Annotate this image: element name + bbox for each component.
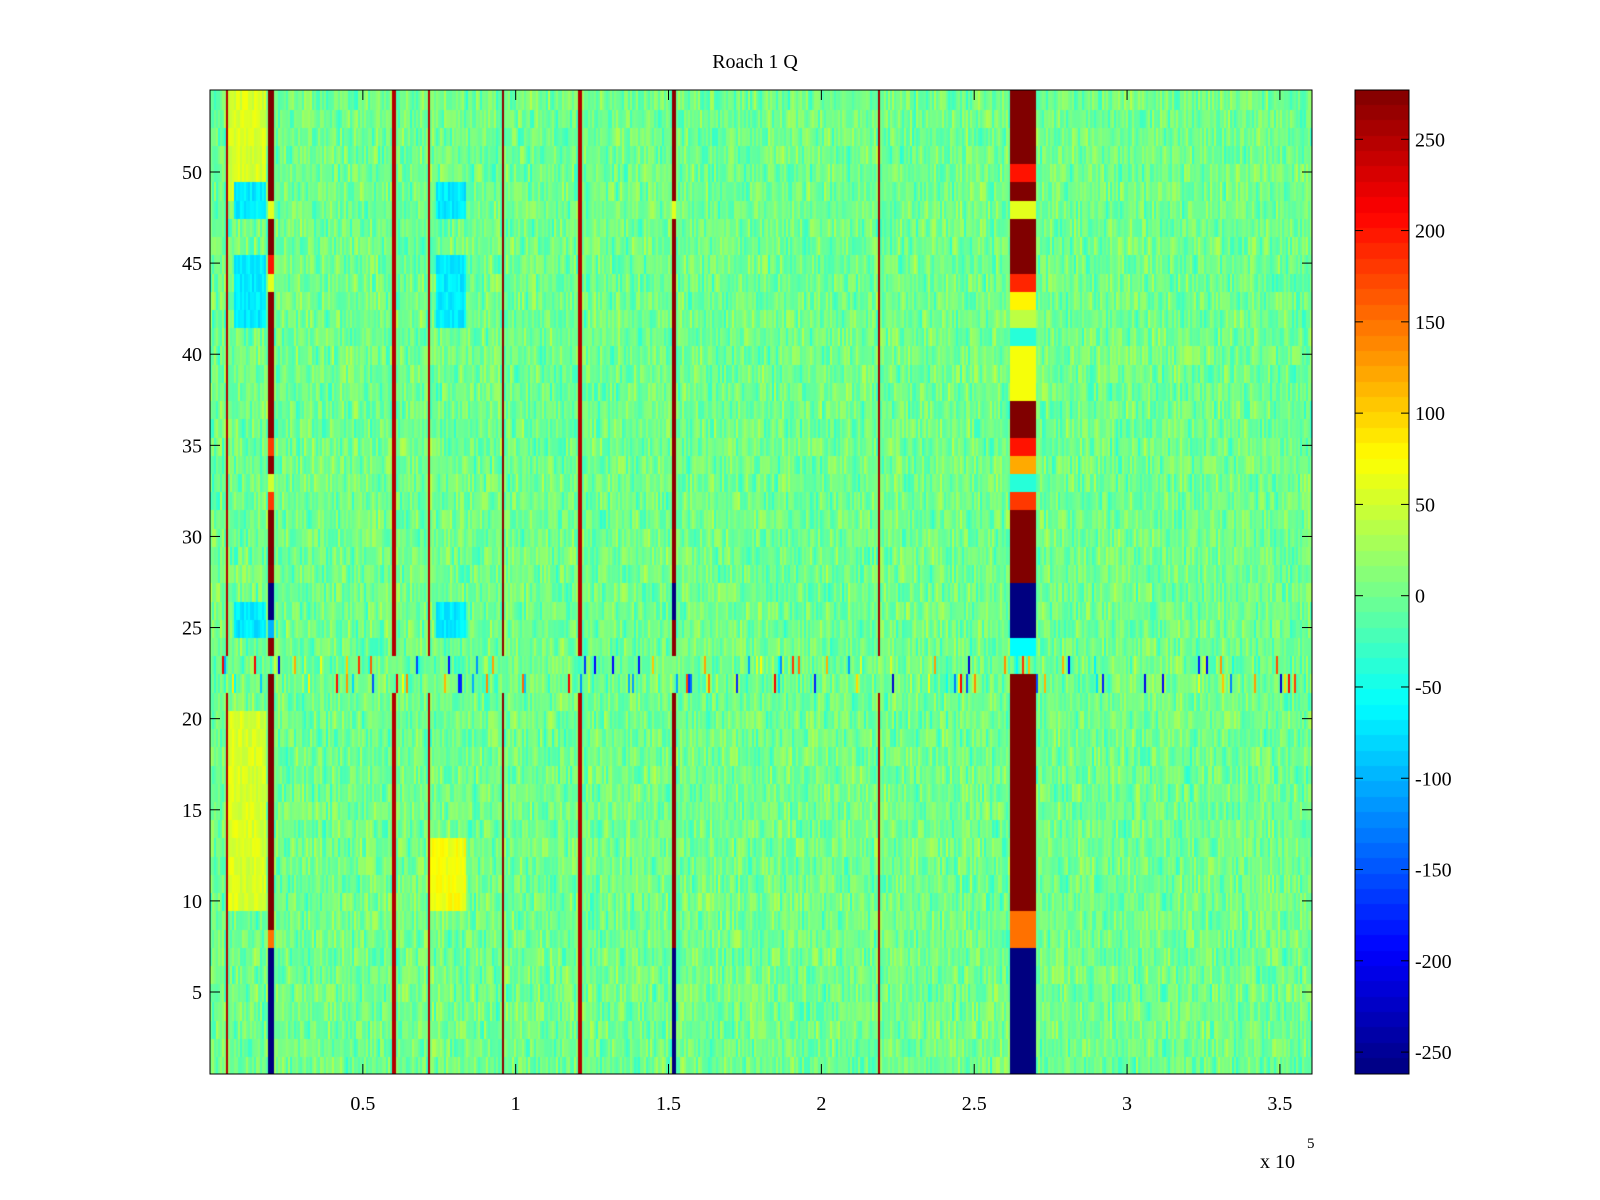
x-tick-label: 3 — [1122, 1093, 1132, 1115]
heatmap-image — [210, 90, 1312, 1074]
x-axis: 0.5 1 1.5 2 2.5 3 3.5 — [350, 90, 1292, 1115]
y-axis: 5 10 15 20 25 30 35 40 45 50 — [182, 162, 1312, 1004]
y-tick-label: 25 — [182, 618, 202, 640]
colorbar-tick-label: -150 — [1415, 860, 1452, 882]
colorbar-tick-label: 50 — [1415, 494, 1435, 516]
chart-title: Roach 1 Q — [712, 51, 798, 73]
colorbar-axis: 250 200 150 100 50 0 -50 -100 -150 -200 -250 — [1355, 129, 1452, 1064]
y-tick-label: 20 — [182, 709, 202, 731]
y-tick-label: 50 — [182, 162, 202, 184]
y-tick-label: 40 — [182, 344, 202, 366]
y-tick-label: 45 — [182, 253, 202, 275]
colorbar-tick-label: 0 — [1415, 586, 1425, 608]
x-exponent-label: x 10 — [1260, 1151, 1295, 1173]
x-tick-label: 3.5 — [1267, 1093, 1292, 1115]
x-exponent-power: 5 — [1307, 1136, 1315, 1152]
colorbar-tick-label: -250 — [1415, 1042, 1452, 1064]
x-tick-label: 1.5 — [656, 1093, 681, 1115]
y-tick-label: 30 — [182, 526, 202, 548]
x-tick-label: 2 — [816, 1093, 826, 1115]
y-tick-label: 10 — [182, 891, 202, 913]
x-tick-label: 2.5 — [962, 1093, 987, 1115]
colorbar-tick-label: -200 — [1415, 951, 1452, 973]
x-tick-label: 0.5 — [350, 1093, 375, 1115]
y-tick-label: 5 — [192, 982, 202, 1004]
colorbar-tick-label: 100 — [1415, 403, 1445, 425]
y-tick-label: 15 — [182, 800, 202, 822]
colorbar-tick-label: 200 — [1415, 221, 1445, 243]
plot-frame — [209, 89, 1313, 1075]
colorbar-tick-label: -100 — [1415, 768, 1452, 790]
colorbar-frame — [1354, 89, 1410, 1075]
colorbar-gradient — [1355, 90, 1409, 1074]
colorbar-tick-label: -50 — [1415, 677, 1442, 699]
x-tick-label: 1 — [511, 1093, 521, 1115]
y-tick-label: 35 — [182, 435, 202, 457]
colorbar-tick-label: 150 — [1415, 312, 1445, 334]
colorbar-tick-label: 250 — [1415, 129, 1445, 151]
